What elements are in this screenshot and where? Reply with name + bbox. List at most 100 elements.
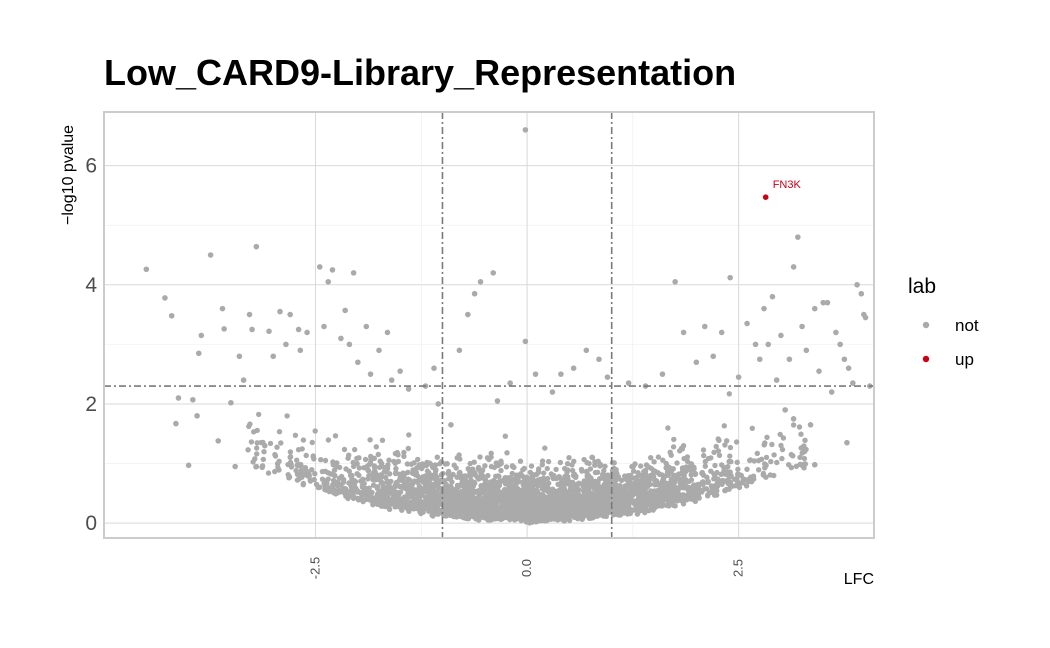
data-point xyxy=(406,508,412,514)
data-point-not xyxy=(346,341,353,348)
data-point xyxy=(534,502,540,509)
data-point xyxy=(688,496,694,502)
data-point xyxy=(433,491,440,497)
data-point xyxy=(342,486,349,492)
data-point xyxy=(417,487,423,494)
data-point xyxy=(529,484,535,490)
data-point xyxy=(517,500,523,506)
data-point xyxy=(371,464,378,470)
data-point xyxy=(641,501,647,507)
data-point-not xyxy=(845,365,852,371)
data-point xyxy=(519,473,525,479)
data-point-not xyxy=(221,326,227,332)
data-point xyxy=(764,434,770,440)
data-point xyxy=(356,455,362,461)
data-point xyxy=(726,391,732,397)
data-point xyxy=(457,456,463,462)
data-point xyxy=(557,459,564,466)
data-point-not xyxy=(431,365,437,371)
data-point xyxy=(272,451,278,458)
data-point xyxy=(360,476,366,482)
data-point-up xyxy=(762,194,769,200)
data-point xyxy=(433,467,439,473)
data-point xyxy=(664,480,670,487)
data-point xyxy=(351,482,358,489)
data-point xyxy=(491,464,498,471)
data-point-not xyxy=(175,395,182,401)
data-point xyxy=(411,490,418,496)
data-point xyxy=(402,479,409,485)
data-point xyxy=(469,470,475,476)
data-point xyxy=(256,411,262,418)
data-point xyxy=(628,509,634,515)
data-point xyxy=(590,497,596,503)
data-point xyxy=(415,456,421,463)
data-point xyxy=(459,482,465,489)
data-point xyxy=(747,457,753,464)
data-point xyxy=(728,472,734,479)
data-point xyxy=(492,479,499,485)
data-point xyxy=(558,483,564,489)
data-point-not xyxy=(828,389,835,395)
data-point xyxy=(708,455,714,461)
data-point-not xyxy=(811,305,818,312)
data-point-not xyxy=(693,359,700,366)
data-point xyxy=(424,487,430,493)
data-point xyxy=(743,483,750,489)
data-point xyxy=(541,470,547,476)
data-point xyxy=(259,464,265,471)
data-point xyxy=(589,454,595,460)
data-point xyxy=(383,497,389,503)
data-point xyxy=(397,501,403,508)
data-point xyxy=(494,484,500,490)
x-tick-label: 2.5 xyxy=(731,559,746,577)
data-point xyxy=(434,478,440,485)
data-point xyxy=(673,497,680,503)
data-point xyxy=(415,498,421,504)
data-point xyxy=(423,482,430,488)
data-point xyxy=(479,506,485,512)
y-tick-label: 2 xyxy=(85,393,97,416)
data-point xyxy=(596,488,602,494)
x-tick-label: 0.0 xyxy=(519,559,534,577)
y-axis-ticks: 0 2 4 6 xyxy=(85,155,97,535)
data-point xyxy=(648,455,654,461)
data-point xyxy=(644,483,651,489)
data-point-not xyxy=(558,371,564,377)
data-point xyxy=(332,488,339,494)
data-point xyxy=(651,459,657,465)
data-point-not xyxy=(659,371,666,377)
data-point xyxy=(278,440,284,446)
data-point xyxy=(546,480,552,486)
data-point-not xyxy=(261,442,268,449)
data-point xyxy=(505,494,511,501)
data-point xyxy=(665,501,672,508)
data-point xyxy=(763,454,770,461)
data-point xyxy=(250,459,256,465)
data-point xyxy=(371,475,377,482)
data-point-not xyxy=(236,353,243,360)
data-point-not xyxy=(522,127,529,133)
data-point xyxy=(451,462,457,468)
data-point xyxy=(545,503,551,509)
data-point-not xyxy=(841,356,848,363)
data-point xyxy=(566,455,572,461)
data-point xyxy=(245,447,251,453)
data-point xyxy=(630,468,637,474)
data-point xyxy=(656,495,663,501)
data-point-not xyxy=(672,279,678,285)
data-point xyxy=(634,508,641,514)
data-point-not xyxy=(270,353,277,360)
data-point xyxy=(368,453,374,460)
data-point xyxy=(571,503,577,510)
data-point xyxy=(375,501,381,507)
data-point xyxy=(587,466,594,472)
data-point-not xyxy=(329,267,336,273)
data-point xyxy=(723,486,730,493)
data-point xyxy=(377,458,383,464)
data-point xyxy=(642,505,648,512)
data-point xyxy=(346,468,352,474)
data-point xyxy=(700,479,706,485)
data-point xyxy=(416,462,422,468)
data-point-not xyxy=(240,377,247,383)
